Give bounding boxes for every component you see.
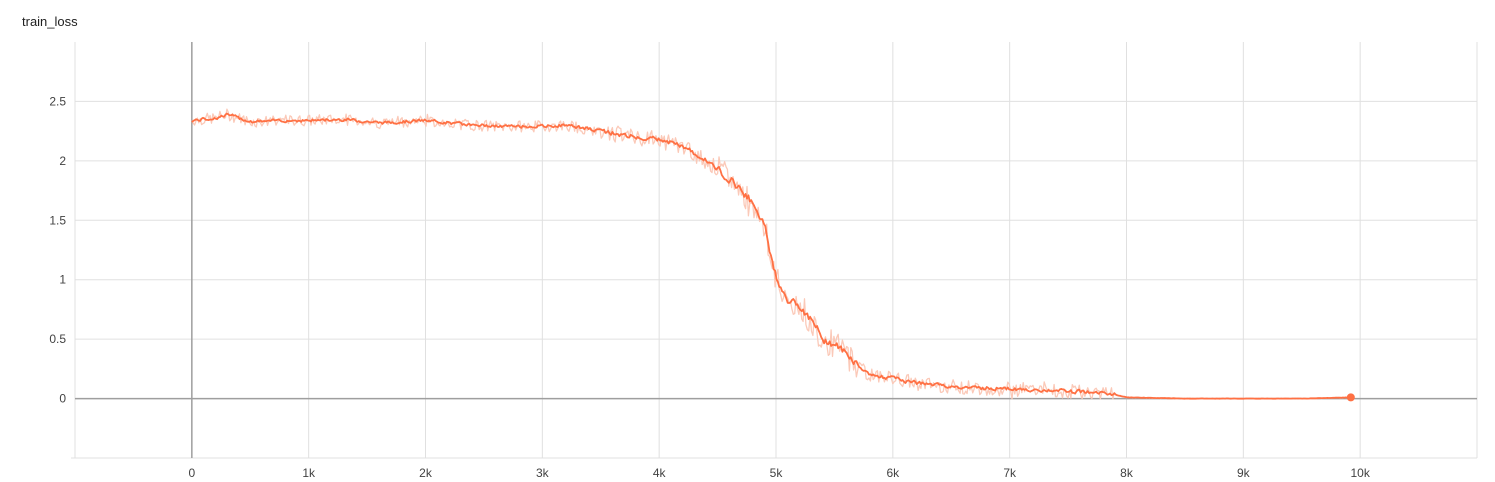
x-tick-label: 7k bbox=[1003, 466, 1017, 480]
y-tick-label: 1 bbox=[59, 273, 66, 287]
x-tick-label: 9k bbox=[1237, 466, 1251, 480]
y-tick-label: 0.5 bbox=[49, 332, 66, 346]
x-tick-label: 10k bbox=[1350, 466, 1370, 480]
y-tick-label: 2.5 bbox=[49, 94, 66, 108]
x-tick-label: 4k bbox=[653, 466, 667, 480]
x-tick-label: 3k bbox=[536, 466, 550, 480]
x-tick-label: 0 bbox=[188, 466, 195, 480]
series-layer bbox=[191, 112, 1355, 402]
tick-label-layer: 0 1k 2k 3k 4k 5k 6k 7k 8k 9k 10k 0 0.5 1 1.5 2 2.5 bbox=[49, 94, 1371, 480]
y-tick-label: 0 bbox=[59, 392, 66, 406]
grid-layer bbox=[71, 42, 1478, 459]
y-tick-label: 1.5 bbox=[49, 213, 66, 227]
series-end-point bbox=[1346, 393, 1355, 402]
smoothed-series-line bbox=[191, 112, 1351, 400]
x-tick-label: 8k bbox=[1120, 466, 1134, 480]
chart-title: train_loss bbox=[22, 14, 78, 29]
y-tick-label: 2 bbox=[59, 154, 66, 168]
x-tick-label: 5k bbox=[770, 466, 784, 480]
x-tick-label: 6k bbox=[886, 466, 900, 480]
x-tick-label: 2k bbox=[419, 466, 433, 480]
x-tick-label: 1k bbox=[302, 466, 316, 480]
